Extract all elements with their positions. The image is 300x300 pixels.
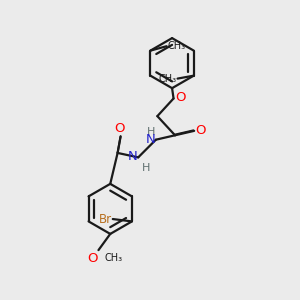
Text: O: O <box>175 91 186 104</box>
Text: H: H <box>147 127 155 137</box>
Text: CH₃: CH₃ <box>104 254 122 263</box>
Text: O: O <box>87 252 98 265</box>
Text: O: O <box>196 124 206 137</box>
Text: CH₃: CH₃ <box>158 74 176 84</box>
Text: Br: Br <box>98 212 112 226</box>
Text: H: H <box>142 163 150 173</box>
Text: N: N <box>145 133 155 146</box>
Text: N: N <box>128 150 138 163</box>
Text: O: O <box>115 122 125 135</box>
Text: CH₃: CH₃ <box>168 41 186 51</box>
